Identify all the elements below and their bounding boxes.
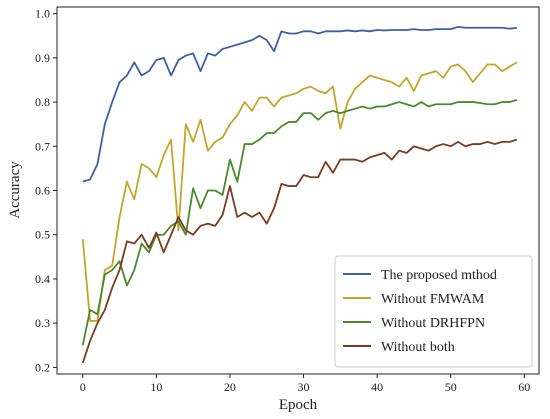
legend-label: Without DRHFPN [381,316,485,331]
legend-label: The proposed mthod [381,268,497,283]
y-tick-label: 0.7 [35,139,50,153]
x-tick-label: 50 [445,380,457,394]
y-tick-label: 0.3 [35,316,50,330]
x-tick-label: 0 [80,380,86,394]
y-tick-label: 0.8 [35,95,50,109]
legend: The proposed mthod Without FMWAM Without D… [334,255,533,368]
legend-items: The proposed mthod Without FMWAM Without D… [343,268,497,355]
legend-label: Without both [381,340,455,355]
series-line-3 [81,98,518,346]
x-tick-label: 60 [518,380,530,394]
series-line-1 [82,25,518,183]
y-tick-label: 0.9 [35,51,50,65]
y-axis-label: Accuracy [7,161,23,219]
x-tick-label: 40 [371,380,383,394]
y-tick-label: 0.4 [35,272,50,286]
legend-label: Without FMWAM [381,292,485,307]
x-axis: 0 10 20 30 40 50 60 [80,374,530,394]
y-tick-label: 1.0 [35,7,50,21]
series-line-2 [81,61,518,322]
series-line-4 [81,138,518,364]
x-axis-label: Epoch [279,397,318,413]
y-tick-label: 0.2 [35,360,50,374]
legend-box [334,255,533,368]
series-layer [81,25,518,364]
x-tick-label: 20 [224,380,236,394]
y-axis: 0.2 0.3 0.4 0.5 0.6 0.7 0.8 0.9 1.0 [35,7,57,374]
y-tick-label: 0.5 [35,228,50,242]
y-tick-label: 0.6 [35,184,50,198]
x-tick-label: 10 [150,380,162,394]
x-tick-label: 30 [298,380,310,394]
